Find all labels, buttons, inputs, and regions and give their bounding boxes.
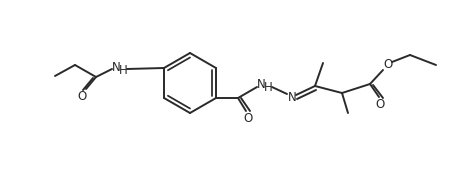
Text: N: N — [111, 62, 120, 75]
Text: N: N — [287, 91, 296, 104]
Text: O: O — [77, 90, 86, 103]
Text: N: N — [256, 78, 265, 91]
Text: O: O — [383, 58, 392, 71]
Text: O: O — [374, 98, 384, 111]
Text: H: H — [263, 82, 272, 95]
Text: H: H — [118, 64, 127, 77]
Text: O: O — [243, 113, 252, 126]
